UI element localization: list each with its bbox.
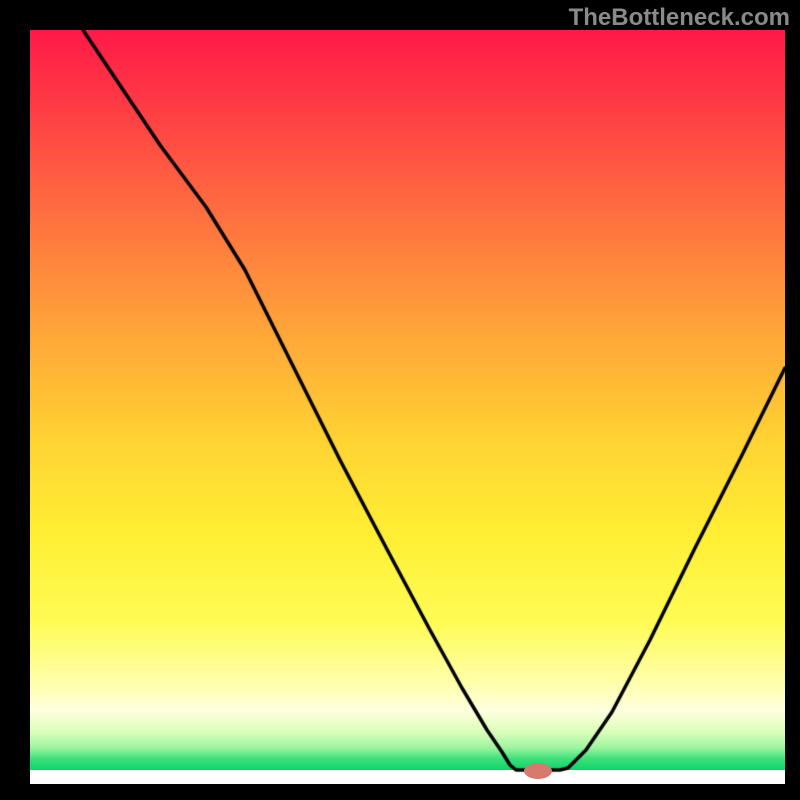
watermark-text: TheBottleneck.com <box>569 4 790 32</box>
optimum-marker <box>524 763 552 779</box>
bottleneck-curve <box>0 0 800 800</box>
